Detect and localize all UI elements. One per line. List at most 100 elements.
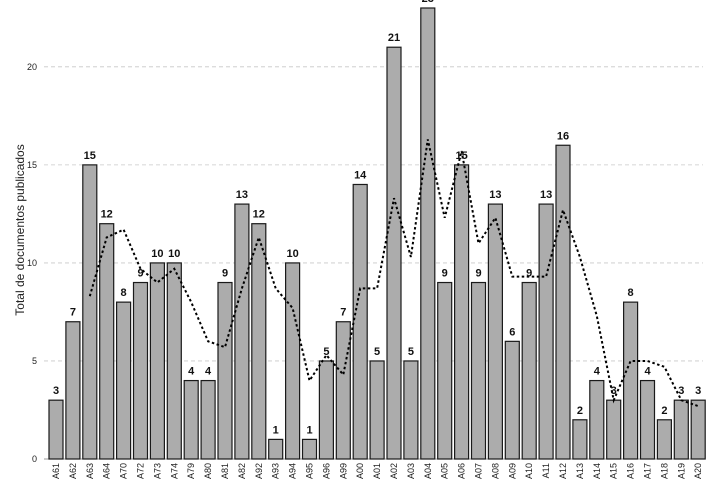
x-tick-label: A62 — [68, 463, 78, 479]
bar — [690, 399, 706, 460]
bar — [48, 399, 64, 460]
x-tick-label: A74 — [169, 463, 179, 479]
x-tick-label: A05 — [440, 463, 450, 479]
x-tick-label: A11 — [541, 463, 551, 478]
bar — [251, 223, 267, 460]
data-label: 13 — [236, 189, 248, 201]
data-label: 14 — [354, 169, 367, 181]
bar — [200, 379, 216, 460]
data-label: 10 — [286, 248, 298, 260]
x-tick-label: A14 — [592, 463, 602, 479]
bar — [639, 379, 656, 460]
bar — [115, 301, 132, 460]
x-tick-label: A18 — [659, 463, 669, 479]
x-tick-label: A09 — [507, 463, 517, 479]
bar — [504, 340, 520, 460]
bar — [656, 419, 673, 460]
x-tick-label: A81 — [220, 463, 230, 479]
data-label: 1 — [306, 424, 312, 436]
data-label: 4 — [644, 366, 651, 378]
y-tick-label: 10 — [27, 258, 37, 268]
data-label: 13 — [489, 189, 501, 201]
x-tick-label: A07 — [474, 463, 484, 479]
bar — [420, 7, 436, 460]
x-tick-label: A94 — [288, 463, 298, 479]
x-tick-label: A64 — [102, 463, 112, 479]
x-tick-label: A79 — [186, 463, 196, 479]
data-label: 6 — [509, 326, 515, 338]
bar — [386, 46, 402, 460]
data-label: 1 — [273, 424, 279, 436]
x-tick-label: A96 — [321, 463, 331, 479]
bar — [437, 281, 453, 460]
data-label: 4 — [188, 366, 195, 378]
bar — [454, 164, 470, 460]
x-tick-label: A10 — [524, 463, 534, 479]
x-tick-label: A16 — [626, 463, 636, 479]
data-label: 9 — [526, 268, 532, 280]
data-label: 13 — [540, 189, 552, 201]
data-label: 10 — [151, 248, 163, 260]
data-label: 5 — [408, 346, 414, 358]
y-tick-label: 5 — [32, 356, 37, 366]
x-tick-label: A03 — [406, 463, 416, 479]
y-tick-label: 0 — [32, 454, 37, 464]
data-label: 5 — [374, 346, 380, 358]
data-label: 7 — [70, 307, 76, 319]
x-tick-label: A73 — [152, 463, 162, 479]
x-tick-label: A82 — [237, 463, 247, 479]
x-tick-label: A93 — [271, 463, 281, 479]
bar — [538, 203, 554, 460]
bar — [82, 164, 98, 460]
trendline — [88, 139, 699, 408]
x-tick-label: A92 — [254, 463, 264, 479]
bar — [673, 399, 689, 460]
x-tick-label: A12 — [558, 463, 568, 479]
y-axis-title: Total de documentos publicados — [13, 144, 27, 315]
x-tick-label: A19 — [676, 463, 686, 479]
x-tick-label: A80 — [203, 463, 213, 479]
bar — [352, 183, 368, 460]
x-tick-label: A70 — [119, 463, 129, 479]
x-tick-label: A13 — [575, 463, 585, 479]
data-label: 12 — [101, 209, 113, 221]
bar — [217, 281, 233, 460]
data-label: 9 — [442, 268, 448, 280]
bar — [572, 419, 588, 460]
data-label: 21 — [388, 32, 400, 44]
x-tick-label: A01 — [372, 463, 382, 479]
x-tick-label: A99 — [338, 463, 348, 479]
y-tick-label: 15 — [27, 160, 37, 170]
x-tick-label: A15 — [609, 463, 619, 479]
bar — [403, 360, 419, 460]
bar — [132, 281, 149, 460]
bar — [285, 262, 301, 460]
bar — [301, 438, 318, 460]
bar — [555, 144, 571, 460]
data-label: 15 — [455, 150, 467, 162]
x-tick-label: A72 — [136, 463, 146, 479]
data-label: 9 — [137, 268, 143, 280]
moving-average-line — [88, 139, 699, 408]
data-label: 5 — [323, 346, 329, 358]
x-tick-label: A95 — [305, 463, 315, 479]
data-label: 10 — [168, 248, 180, 260]
data-label: 2 — [577, 405, 583, 417]
data-label: 23 — [422, 0, 434, 5]
data-label: 15 — [84, 150, 96, 162]
bar — [369, 360, 385, 460]
data-labels: 3715128910104491312110157145215239159136… — [53, 0, 701, 436]
data-label: 3 — [53, 385, 59, 397]
x-tick-label: A00 — [355, 463, 365, 479]
bar — [99, 223, 115, 460]
data-label: 4 — [594, 366, 601, 378]
bar — [335, 321, 351, 460]
bars — [48, 7, 706, 460]
data-label: 3 — [695, 385, 701, 397]
bar — [521, 281, 537, 460]
data-label: 7 — [340, 307, 346, 319]
y-tick-label: 20 — [27, 62, 37, 72]
data-label: 16 — [557, 130, 569, 142]
x-tick-label: A20 — [693, 463, 703, 479]
